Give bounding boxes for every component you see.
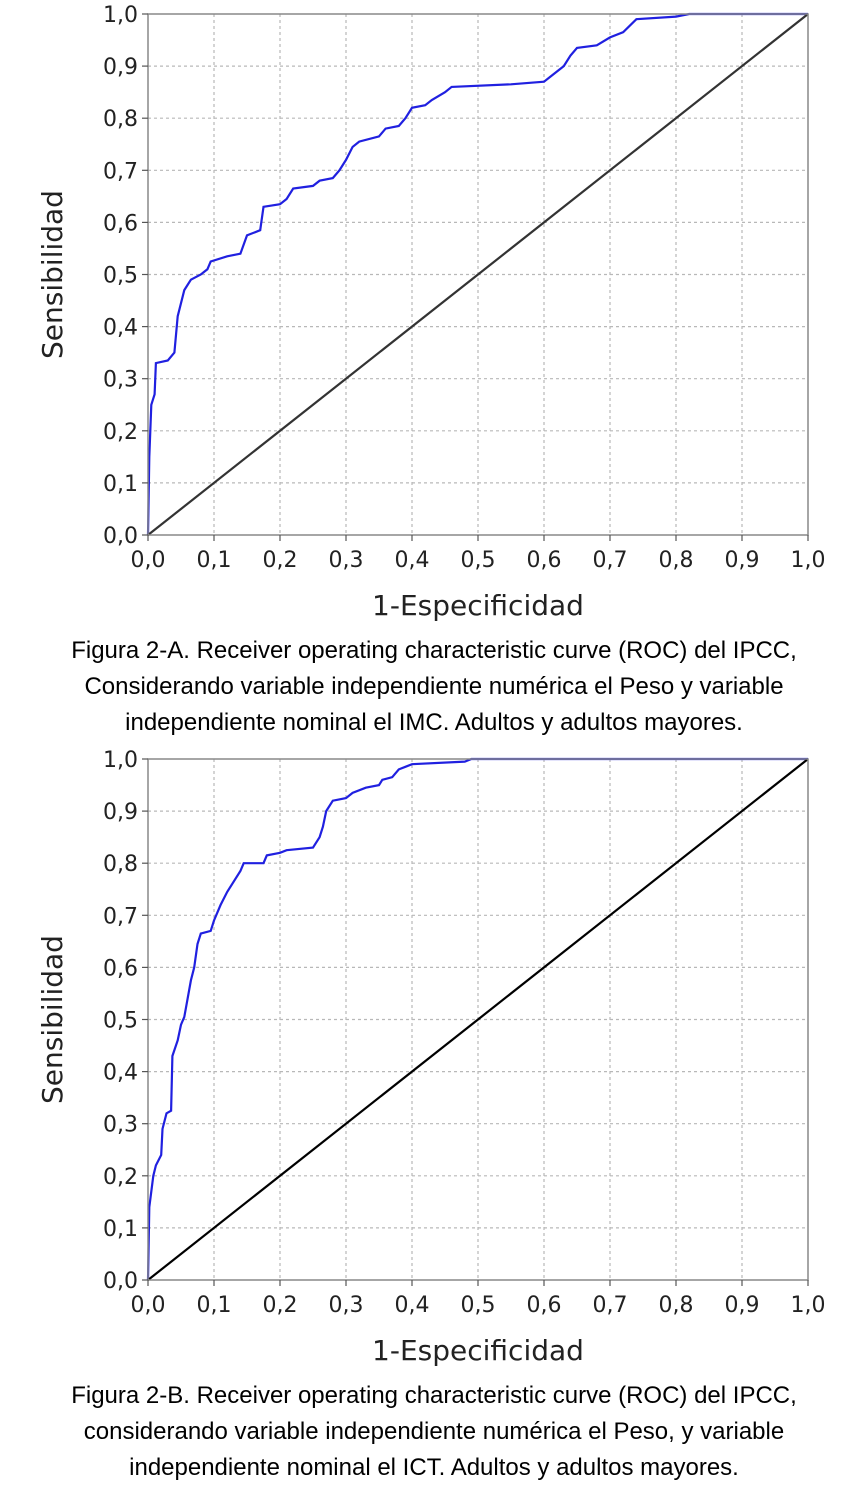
x-axis-label: 1-Especificidad [372,1334,584,1367]
y-tick-label: 0,9 [103,55,138,80]
y-tick-label: 1,0 [103,748,138,773]
y-tick-label: 0,3 [103,1113,138,1138]
y-tick-label: 0,4 [103,1061,138,1086]
y-tick-label: 0,1 [103,472,138,497]
caption-line: independiente nominal el ICT. Adultos y … [129,1454,739,1481]
x-tick-label: 0,9 [725,1293,760,1318]
reference-diagonal-line [147,13,809,536]
y-tick-label: 0,1 [103,1217,138,1242]
x-tick-label: 0,2 [263,1293,298,1318]
y-tick-label: 0,5 [103,1009,138,1034]
x-tick-label: 0,7 [593,1293,628,1318]
x-tick-label: 1,0 [791,548,826,573]
x-tick-label: 0,6 [527,1293,562,1318]
figure-caption-a: Figura 2-A. Receiver operating character… [20,633,848,741]
y-tick-label: 0,6 [103,956,138,981]
x-tick-label: 0,4 [395,1293,430,1318]
x-tick-label: 0,4 [395,548,430,573]
caption-line: Figura 2-A. Receiver operating character… [71,637,797,664]
x-tick-label: 0,1 [197,548,232,573]
figure-2b: 0,0 0,1 0,2 0,3 0,4 0,5 0,6 0,7 0,8 0,9 1,0 0,0 0,1 0… [0,745,868,1503]
y-tick-label: 1,0 [103,3,138,28]
y-tick-label: 0,4 [103,316,138,341]
y-axis-label: Sensibilidad [36,190,69,359]
y-tick-label: 0,8 [103,107,138,132]
figure-2a: 0,0 0,1 0,2 0,3 0,4 0,5 0,6 0,7 0,8 0,9 1,0 0,0 0,1 0… [0,0,868,745]
y-tick-label: 0,7 [103,904,138,929]
x-tick-label: 0,0 [131,1293,166,1318]
roc-curve-line [146,12,808,536]
roc-chart-a: 0,0 0,1 0,2 0,3 0,4 0,5 0,6 0,7 0,8 0,9 1,0 0,0 0,1 0… [36,3,826,622]
figure-caption-b: Figura 2-B. Receiver operating character… [20,1378,848,1486]
x-tick-label: 0,5 [461,548,496,573]
x-tick-label: 0,2 [263,548,298,573]
x-tick-label: 0,6 [527,548,562,573]
y-axis-label: Sensibilidad [36,935,69,1104]
y-tick-label: 0,8 [103,852,138,877]
y-tick-label: 0,5 [103,264,138,289]
x-axis-label: 1-Especificidad [372,589,584,622]
x-tick-label: 0,7 [593,548,628,573]
x-tick-label: 0,3 [329,1293,364,1318]
y-tick-label: 0,3 [103,368,138,393]
caption-line: independiente nominal el IMC. Adultos y … [125,709,743,736]
caption-line: Considerando variable independiente numé… [84,673,784,700]
y-tick-label: 0,6 [103,211,138,236]
y-tick-label: 0,7 [103,159,138,184]
caption-line: considerando variable independiente numé… [83,1418,785,1445]
y-tick-label: 0,9 [103,800,138,825]
x-tick-label: 1,0 [791,1293,826,1318]
x-tick-label: 0,8 [659,1293,694,1318]
y-tick-label: 0,0 [103,1269,138,1294]
reference-diagonal-line [147,758,809,1281]
x-tick-label: 0,1 [197,1293,232,1318]
y-tick-label: 0,2 [103,420,138,445]
caption-line: Figura 2-B. Receiver operating character… [71,1382,797,1409]
x-tick-label: 0,3 [329,548,364,573]
x-tick-label: 0,0 [131,548,166,573]
roc-chart-b: 0,0 0,1 0,2 0,3 0,4 0,5 0,6 0,7 0,8 0,9 1,0 0,0 0,1 0… [36,748,826,1367]
y-tick-label: 0,2 [103,1165,138,1190]
roc-curve-line [146,757,808,1281]
y-tick-label: 0,0 [103,524,138,549]
x-tick-label: 0,9 [725,548,760,573]
x-tick-label: 0,8 [659,548,694,573]
x-tick-label: 0,5 [461,1293,496,1318]
